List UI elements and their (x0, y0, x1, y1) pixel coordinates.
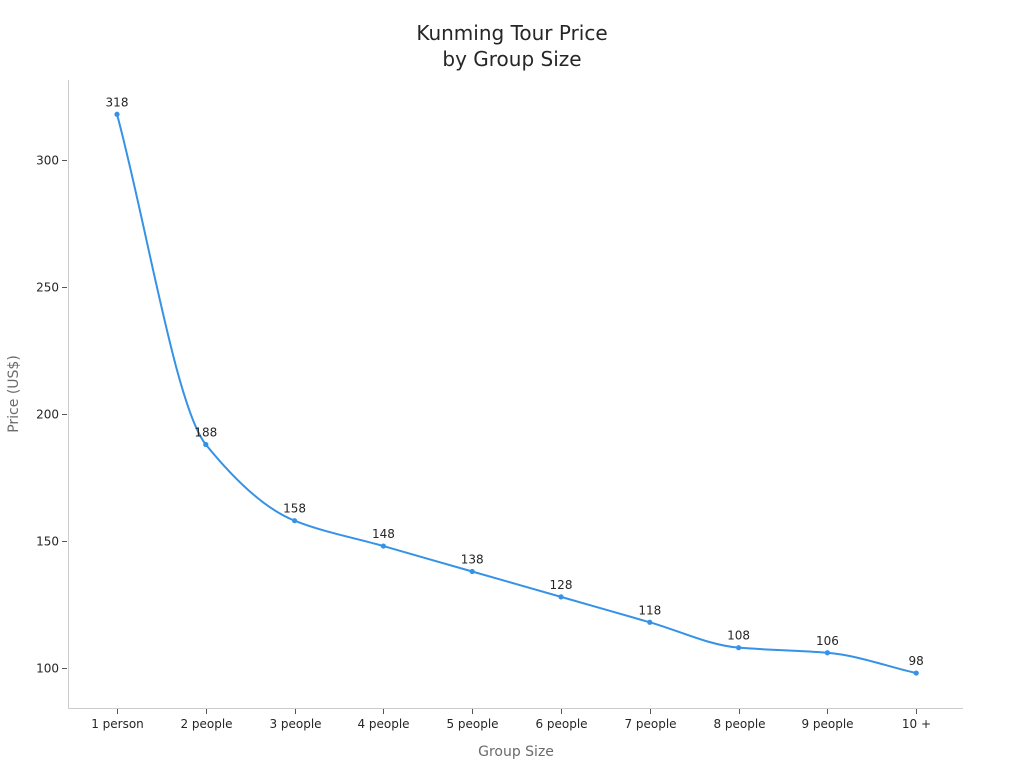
data-label: 98 (909, 654, 924, 668)
y-axis-label: Price (US$) (6, 355, 22, 433)
data-label: 158 (283, 502, 306, 516)
data-label: 118 (638, 603, 661, 617)
data-point (469, 568, 475, 575)
y-axis-ticks: 100 150 200 250 300 (36, 154, 67, 676)
data-label: 318 (106, 95, 129, 109)
y-tick-label: 150 (36, 535, 59, 549)
x-tick-label: 8 people (713, 717, 765, 731)
data-point (558, 594, 564, 600)
x-tick-label: 5 people (446, 717, 498, 731)
x-tick-label: 9 people (801, 717, 853, 731)
data-labels: 318 188 158 148 138 128 118 108 106 98 (106, 95, 924, 668)
x-axis-label: Group Size (478, 744, 554, 760)
x-tick-label: 3 people (269, 717, 321, 731)
x-tick-label: 10 + (902, 717, 931, 731)
data-point (292, 518, 298, 524)
data-label: 188 (194, 425, 217, 439)
y-tick-label: 250 (36, 281, 59, 295)
data-label: 106 (816, 634, 839, 648)
data-label: 138 (461, 552, 484, 566)
x-axis-ticks: 1 person 2 people 3 people 4 people 5 people… (91, 709, 931, 731)
data-label: 108 (727, 629, 750, 643)
x-tick-label: 4 people (357, 717, 409, 731)
data-point (824, 650, 831, 656)
data-point (647, 619, 653, 625)
x-tick-label: 6 people (535, 717, 587, 731)
data-label: 128 (550, 578, 573, 592)
x-tick-label: 1 person (91, 717, 144, 731)
x-tick-label: 2 people (180, 717, 232, 731)
data-points (114, 111, 919, 676)
y-tick-label: 300 (36, 154, 59, 168)
data-label: 148 (372, 527, 395, 541)
x-tick-label: 7 people (624, 717, 676, 731)
chart-title-line-1: Kunming Tour Price (416, 21, 607, 45)
data-point (114, 111, 120, 117)
data-point (380, 543, 386, 549)
y-tick-label: 100 (36, 662, 59, 676)
price-line (116, 114, 917, 675)
chart-title-line-2: by Group Size (442, 47, 581, 71)
data-point (203, 441, 209, 448)
y-tick-label: 200 (36, 408, 59, 422)
data-point (736, 645, 742, 651)
data-point (913, 670, 919, 676)
chart-title: Kunming Tour Price by Group Size (416, 21, 607, 71)
